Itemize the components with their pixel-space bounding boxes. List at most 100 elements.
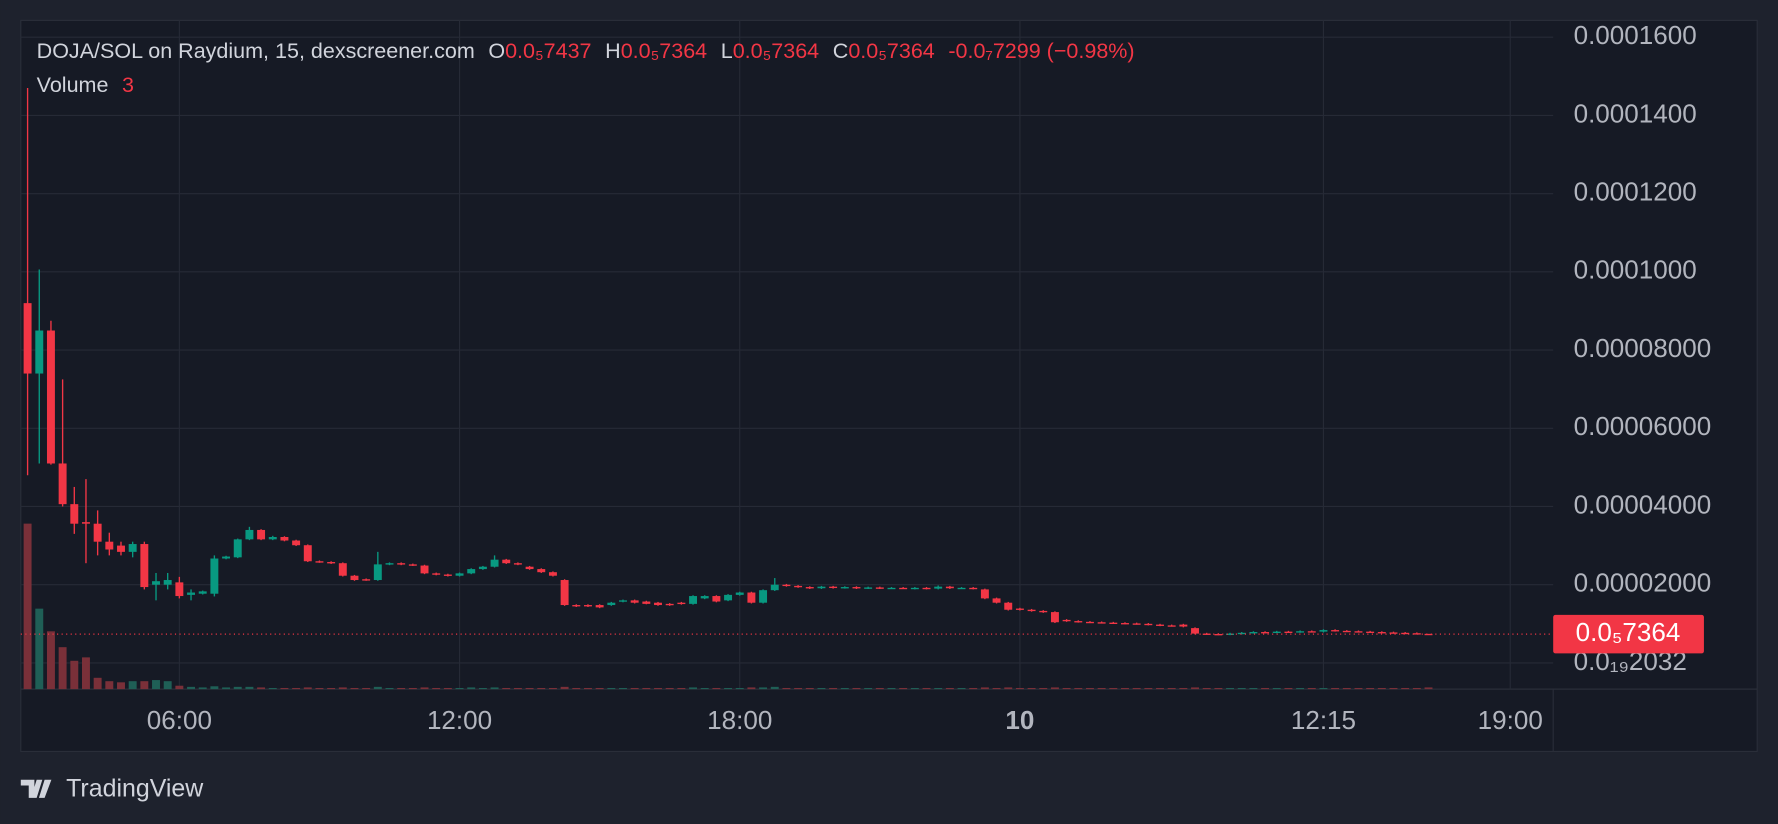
candle-body	[1179, 624, 1188, 627]
y-tick-label: 0.0001000	[1574, 255, 1697, 285]
candle-body	[46, 330, 55, 464]
volume-bar	[152, 680, 160, 690]
candle-body	[1226, 633, 1235, 635]
candle-body	[1144, 623, 1153, 626]
volume-bar	[35, 608, 44, 690]
candle-body	[642, 601, 651, 604]
x-tick-label: 18:00	[707, 705, 772, 735]
volume-bar	[1226, 687, 1235, 690]
x-tick-label: 10	[1005, 705, 1034, 735]
last-price-label: 0.0₅7364	[1576, 617, 1681, 647]
volume-bar	[980, 687, 989, 690]
brand-logo: TradingView	[20, 775, 204, 803]
volume-bar	[712, 687, 721, 690]
volume-bar	[233, 686, 242, 690]
volume-bar	[478, 687, 487, 690]
volume-bar	[222, 687, 231, 690]
volume-bar	[1377, 687, 1386, 690]
volume-bar	[665, 687, 674, 690]
candle-body	[35, 330, 44, 374]
candle-body	[1156, 624, 1164, 626]
volume-bar	[385, 687, 394, 690]
x-tick-label: 19:00	[1478, 705, 1543, 735]
volume-bar	[502, 687, 511, 690]
volume-bar	[1342, 687, 1351, 690]
candle-body	[1109, 622, 1118, 625]
volume-bar	[1039, 687, 1048, 690]
volume-bar	[455, 687, 464, 690]
volume-bar	[560, 686, 569, 690]
close-value: 0.0₅7364	[848, 39, 934, 63]
candle-body	[1027, 609, 1036, 612]
volume-label: Volume	[37, 73, 109, 97]
candle-body	[980, 589, 989, 599]
change: -0.0₇7299 (−0.98%)	[948, 39, 1134, 63]
volume-bar	[525, 687, 534, 690]
candle-body	[1354, 631, 1363, 633]
candle-body	[864, 587, 873, 589]
volume-bar	[747, 687, 756, 690]
candle-body	[152, 581, 160, 585]
high-value: 0.0₅7364	[621, 39, 707, 63]
volume-bar	[128, 681, 137, 690]
candle-body	[233, 539, 242, 558]
candle-body	[432, 573, 441, 575]
volume-bar	[1156, 687, 1164, 690]
candle-body	[292, 540, 301, 546]
candle-body	[1039, 610, 1048, 613]
candle-body	[140, 544, 149, 588]
volume-bar	[1401, 687, 1410, 690]
volume-bar	[1097, 687, 1106, 690]
candle-body	[1074, 621, 1083, 623]
volume-bar	[315, 687, 324, 690]
candle-body	[1389, 632, 1398, 634]
volume-bar	[105, 681, 114, 690]
candle-body	[327, 562, 336, 564]
candle-body	[1097, 622, 1106, 624]
candle-body	[117, 545, 125, 552]
candle-body	[105, 541, 114, 550]
candle-body	[1424, 633, 1433, 636]
candle-body	[1412, 633, 1421, 635]
candle-body	[887, 587, 896, 590]
candle-body	[747, 592, 756, 603]
volume-bar	[373, 686, 382, 690]
volume-bar	[934, 687, 943, 690]
candle-body	[1377, 632, 1386, 634]
candle-body	[1272, 631, 1281, 633]
candle-body	[1085, 621, 1094, 624]
candle-body	[910, 587, 919, 590]
candle-body	[93, 523, 102, 542]
volume-bar	[1319, 687, 1328, 690]
volume-bar	[350, 687, 359, 690]
volume-bar	[1424, 687, 1433, 690]
candle-body	[222, 556, 231, 559]
volume-bar	[583, 687, 592, 690]
candle-body	[724, 594, 733, 601]
volume-bar	[1109, 687, 1118, 690]
volume-bar	[1389, 687, 1398, 690]
volume-bar	[443, 687, 452, 690]
volume-bar	[1179, 687, 1188, 690]
candle-body	[70, 504, 79, 524]
volume-bar	[362, 687, 371, 690]
candle-body	[572, 605, 581, 607]
candle-body	[548, 572, 557, 576]
candle-body	[945, 586, 954, 589]
volume-bar	[724, 687, 733, 690]
candle-body	[654, 602, 662, 606]
symbol: DOJA/SOL on Raydium, 15, dexscreener.com	[37, 39, 475, 63]
volume-bar	[163, 681, 172, 690]
axes: 0.0001600 0.0001400 0.0001200 0.0001000 0.00…	[20, 20, 1711, 735]
candle-body	[1015, 608, 1024, 610]
volume-bar	[490, 687, 499, 690]
volume-bar	[1237, 687, 1246, 690]
volume-bar	[1004, 687, 1013, 690]
volume-bar	[805, 687, 814, 690]
volume-bar	[1272, 687, 1281, 690]
candle-body	[607, 602, 616, 606]
volume-bar	[630, 687, 639, 690]
volume-bar	[689, 687, 697, 690]
volume-bar	[1085, 687, 1094, 690]
candle-body	[560, 580, 569, 606]
